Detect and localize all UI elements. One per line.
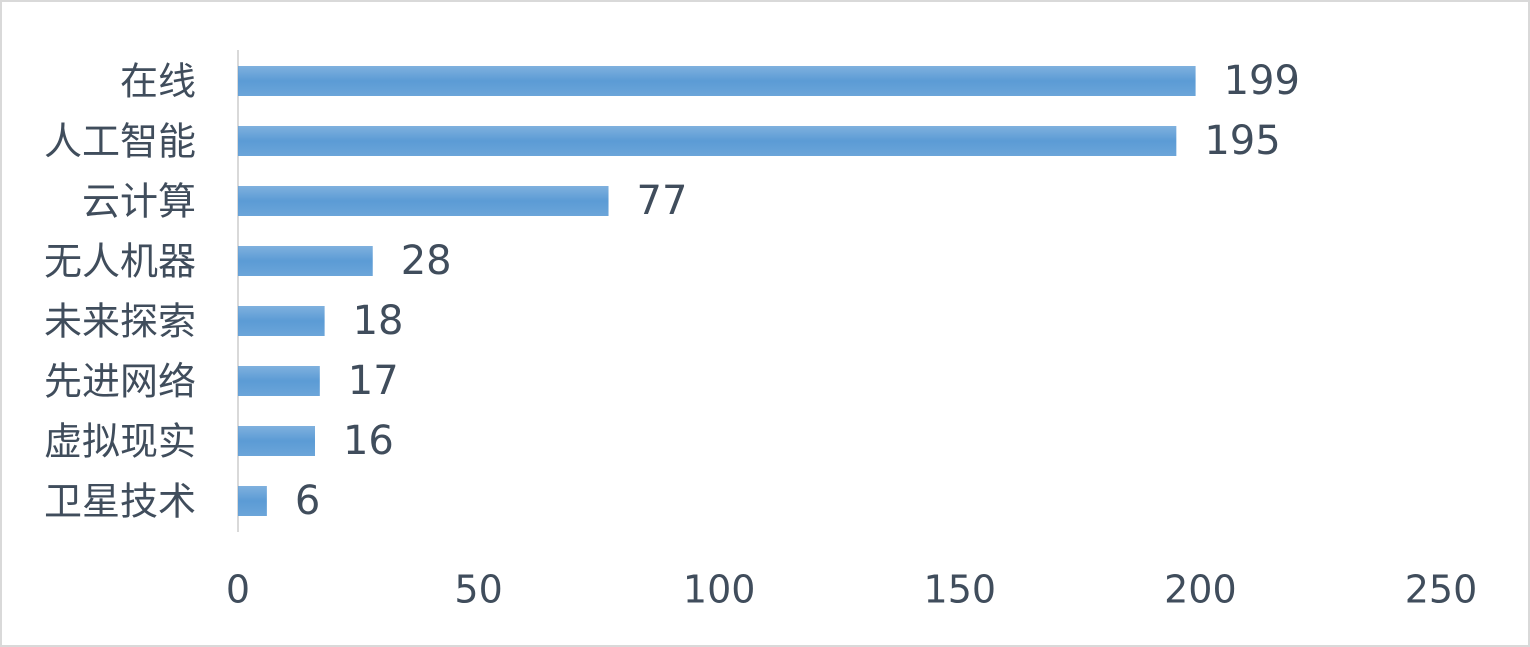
bar (238, 306, 325, 336)
category-label: 人工智能 (44, 120, 196, 164)
category-label: 先进网络 (44, 360, 196, 404)
x-tick-label: 100 (683, 568, 756, 612)
value-label: 17 (348, 358, 399, 404)
category-label: 无人机器 (44, 240, 196, 284)
category-label: 云计算 (82, 180, 196, 224)
x-tick-label: 250 (1405, 568, 1478, 612)
category-label: 在线 (120, 60, 196, 104)
bar (238, 126, 1177, 156)
x-tick-label: 150 (924, 568, 997, 612)
value-label: 199 (1224, 58, 1300, 104)
category-label: 卫星技术 (44, 480, 196, 524)
bar (238, 186, 609, 216)
value-label: 195 (1204, 118, 1280, 164)
category-label: 虚拟现实 (44, 420, 196, 464)
value-label: 77 (637, 178, 688, 224)
x-tick-label: 200 (1164, 568, 1237, 612)
bar (238, 246, 373, 276)
value-label: 6 (295, 478, 320, 524)
value-label: 28 (401, 238, 452, 284)
x-tick-label: 50 (454, 568, 502, 612)
bar (238, 426, 315, 456)
category-label: 未来探索 (44, 300, 196, 344)
bar (238, 66, 1196, 96)
bar (238, 486, 267, 516)
bar (238, 366, 320, 396)
x-tick-label: 0 (226, 568, 250, 612)
value-label: 16 (343, 418, 394, 464)
value-label: 18 (353, 298, 404, 344)
